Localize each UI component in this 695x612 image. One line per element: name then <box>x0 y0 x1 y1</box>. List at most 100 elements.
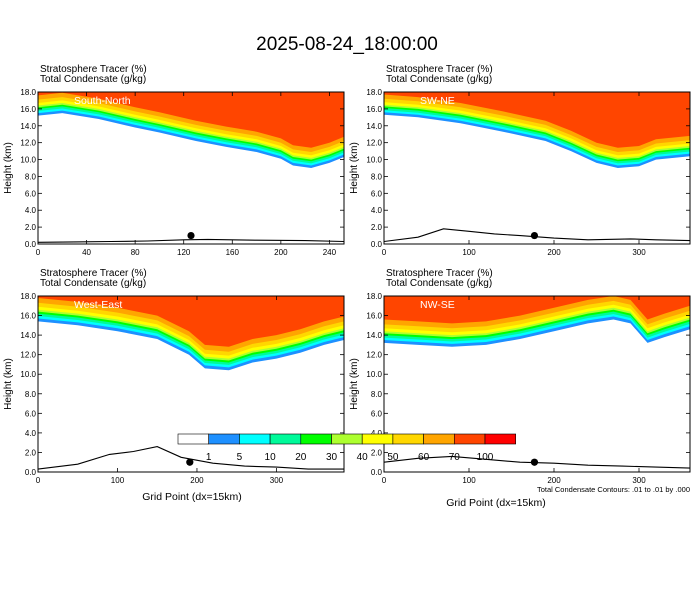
y-tick-label: 12.0 <box>20 139 36 148</box>
colorbar-swatch <box>423 433 455 445</box>
x-tick-label: 40 <box>82 248 91 257</box>
x-tick-label: 240 <box>323 248 337 257</box>
y-tick-label: 2.0 <box>371 223 383 232</box>
y-tick-label: 6.0 <box>25 189 37 198</box>
y-axis-label: Height (km) <box>3 358 14 410</box>
colorbar-label: 60 <box>418 452 430 463</box>
y-tick-label: 4.0 <box>371 429 383 438</box>
y-tick-label: 10.0 <box>366 370 382 379</box>
x-tick-label: 100 <box>462 476 476 485</box>
x-tick-label: 200 <box>547 248 561 257</box>
y-tick-label: 14.0 <box>20 122 36 131</box>
x-tick-label: 160 <box>226 248 240 257</box>
y-tick-label: 8.0 <box>25 172 37 181</box>
colorbar-label: 20 <box>295 452 307 463</box>
chart-panel-1: Stratosphere Tracer (%)Total Condensate … <box>3 64 345 257</box>
y-tick-label: 4.0 <box>25 429 37 438</box>
tracer-band-9 <box>384 296 690 324</box>
plot-area <box>384 296 690 472</box>
panel-frame <box>383 295 691 473</box>
x-tick-label: 200 <box>547 476 561 485</box>
chart-panel-4: Stratosphere Tracer (%)Total Condensate … <box>349 268 691 485</box>
y-tick-label: 0.0 <box>371 240 383 249</box>
location-marker <box>530 458 539 466</box>
colorbar-swatch <box>392 433 424 445</box>
x-tick-label: 80 <box>131 248 140 257</box>
colorbar-swatch <box>331 433 363 445</box>
plot-area <box>38 92 344 244</box>
colorbar-label: 70 <box>449 452 461 463</box>
y-tick-label: 10.0 <box>366 156 382 165</box>
x-axis-label-right: Grid Point (dx=15km) <box>446 497 546 509</box>
colorbar-swatch <box>269 433 302 445</box>
y-tick-label: 18.0 <box>366 88 382 97</box>
y-tick-label: 18.0 <box>20 292 36 301</box>
chart-panel-3: Stratosphere Tracer (%)Total Condensate … <box>3 268 345 485</box>
x-tick-label: 300 <box>632 248 646 257</box>
x-tick-label: 120 <box>177 248 191 257</box>
x-tick-label: 300 <box>270 476 284 485</box>
y-tick-label: 2.0 <box>25 448 37 457</box>
location-marker <box>186 458 194 466</box>
colorbar-label: 1 <box>206 452 212 463</box>
x-tick-label: 200 <box>190 476 204 485</box>
y-axis-label: Height (km) <box>3 142 14 194</box>
plot-area <box>384 92 690 244</box>
x-tick-label: 0 <box>382 248 387 257</box>
y-tick-label: 12.0 <box>366 351 382 360</box>
colorbar-label: 40 <box>357 452 369 463</box>
panels: Stratosphere Tracer (%)Total Condensate … <box>3 64 691 485</box>
colorbar-swatch <box>300 433 332 445</box>
plot-area <box>38 296 344 472</box>
y-tick-label: 10.0 <box>20 156 36 165</box>
x-tick-label: 0 <box>382 476 387 485</box>
x-tick-label: 100 <box>111 476 125 485</box>
panel-title-line1: Stratosphere Tracer (%) <box>386 268 493 279</box>
y-tick-label: 2.0 <box>25 223 37 232</box>
x-tick-label: 0 <box>36 476 41 485</box>
panel-inset-label: SW-NE <box>420 95 455 107</box>
tracer-band-9 <box>38 296 344 347</box>
y-tick-label: 0.0 <box>25 240 37 249</box>
terrain-line <box>384 228 690 243</box>
colorbar-label: 10 <box>265 452 277 463</box>
colorbar-swatch <box>208 433 240 445</box>
panel-title-line2: Total Condensate (g/kg) <box>386 74 492 85</box>
y-tick-label: 16.0 <box>366 105 382 114</box>
x-tick-label: 100 <box>462 248 476 257</box>
colorbar-swatch <box>177 433 210 445</box>
y-axis-label: Height (km) <box>349 142 360 194</box>
y-tick-label: 0.0 <box>25 468 37 477</box>
y-tick-label: 0.0 <box>371 468 383 477</box>
y-tick-label: 18.0 <box>20 88 36 97</box>
panel-frame <box>37 295 345 473</box>
terrain-line <box>38 446 344 470</box>
chart-panel-2: Stratosphere Tracer (%)Total Condensate … <box>349 64 691 257</box>
panel-inset-label: South-North <box>74 95 131 107</box>
y-tick-label: 4.0 <box>25 206 37 215</box>
y-tick-label: 8.0 <box>371 390 383 399</box>
colorbar-label: 5 <box>237 452 243 463</box>
colorbar-swatch <box>484 433 517 445</box>
y-tick-label: 16.0 <box>20 105 36 114</box>
panel-title-line2: Total Condensate (g/kg) <box>40 74 146 85</box>
tracer-band-9 <box>38 92 344 148</box>
panel-title-line2: Total Condensate (g/kg) <box>40 278 146 289</box>
colorbar-label: 100 <box>477 452 494 463</box>
colorbar-swatch <box>453 433 486 445</box>
location-marker <box>187 231 195 240</box>
tracer-band-9 <box>384 92 690 148</box>
figure-title: 2025-08-24_18:00:00 <box>256 34 438 55</box>
colorbar-label: 50 <box>387 452 399 463</box>
panel-title-line1: Stratosphere Tracer (%) <box>386 64 493 75</box>
y-tick-label: 14.0 <box>20 331 36 340</box>
location-marker <box>530 231 539 240</box>
panel-title-line1: Stratosphere Tracer (%) <box>40 268 147 279</box>
y-axis-label: Height (km) <box>349 358 360 410</box>
y-tick-label: 6.0 <box>25 409 37 418</box>
y-tick-label: 4.0 <box>371 206 383 215</box>
colorbar: 1 5 10 20 30 40 50 60 70 100 <box>177 433 517 463</box>
panel-title-line2: Total Condensate (g/kg) <box>386 278 492 289</box>
panel-frame <box>37 91 345 245</box>
